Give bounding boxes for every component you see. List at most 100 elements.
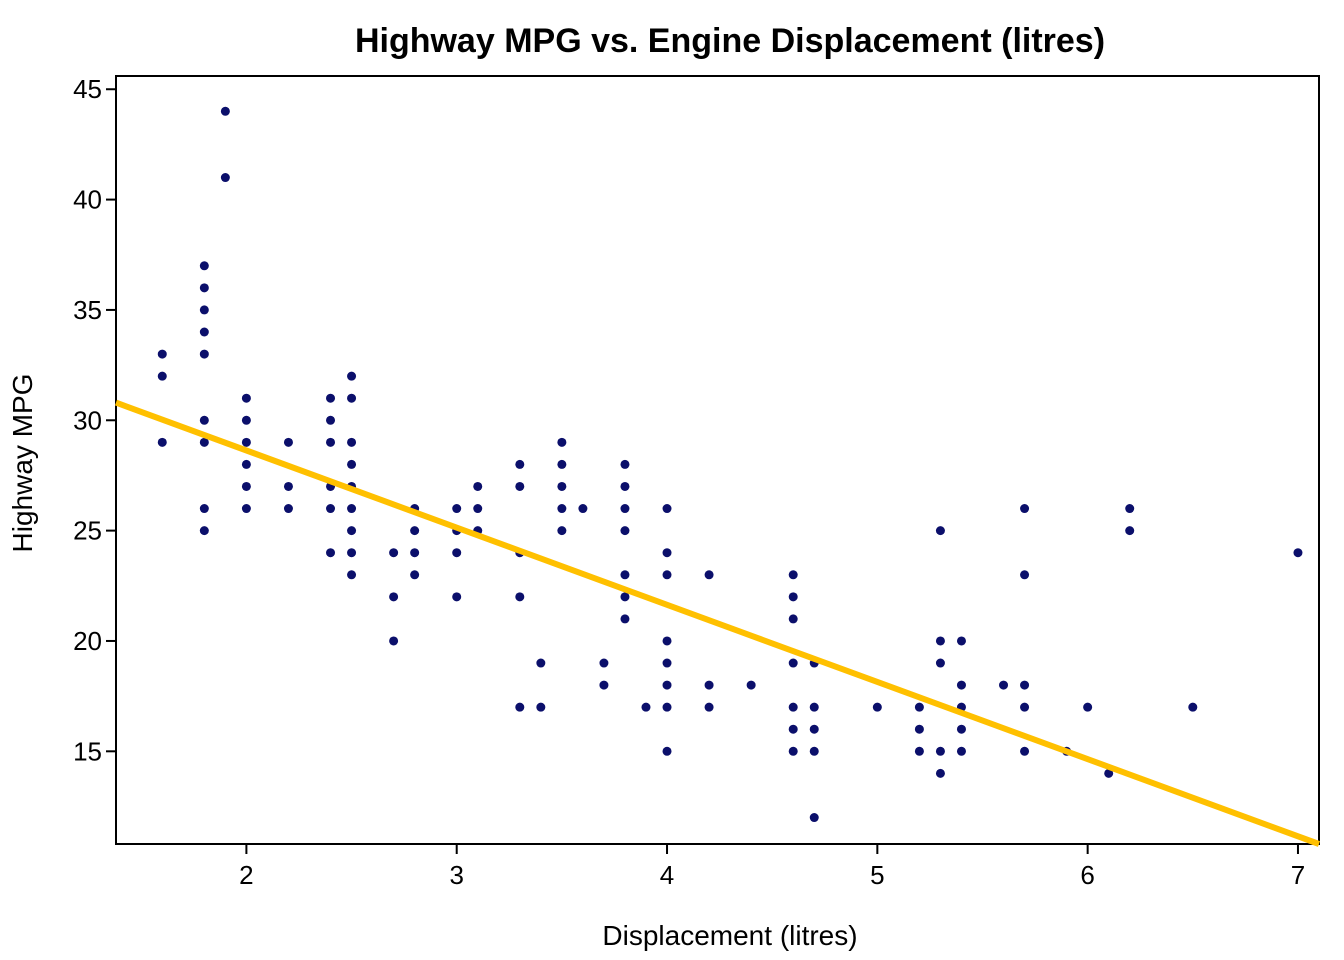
data-point	[452, 548, 462, 558]
data-point	[326, 548, 336, 558]
data-point	[935, 526, 945, 536]
data-point	[935, 658, 945, 668]
data-point	[220, 173, 230, 183]
trend-line-group	[114, 399, 1321, 847]
data-point	[347, 526, 357, 536]
chart-title: Highway MPG vs. Engine Displacement (lit…	[355, 22, 1105, 60]
y-tick-label: 45	[73, 74, 102, 104]
x-tick-label: 6	[1080, 860, 1094, 890]
data-point	[809, 702, 819, 712]
data-point	[241, 415, 251, 425]
x-tick-label: 4	[660, 860, 674, 890]
data-point	[704, 680, 714, 690]
data-point	[1293, 548, 1303, 558]
data-point	[704, 702, 714, 712]
data-point	[199, 526, 209, 536]
data-point	[557, 459, 567, 469]
data-point	[241, 504, 251, 514]
data-point	[788, 724, 798, 734]
data-point	[157, 371, 167, 381]
data-point	[599, 680, 609, 690]
data-point	[536, 658, 546, 668]
data-point	[599, 658, 609, 668]
data-point	[662, 570, 672, 580]
y-tick-label: 15	[73, 736, 102, 766]
y-axis-label: Highway MPG	[7, 374, 38, 553]
data-point	[557, 437, 567, 447]
data-point	[452, 592, 462, 602]
data-point	[1083, 702, 1093, 712]
data-point	[473, 481, 483, 491]
data-point	[157, 349, 167, 359]
data-point	[347, 570, 357, 580]
data-point	[326, 437, 336, 447]
data-point	[199, 504, 209, 514]
data-point	[788, 570, 798, 580]
data-point	[1125, 526, 1135, 536]
data-point	[241, 393, 251, 403]
data-point	[199, 437, 209, 447]
data-point	[956, 680, 966, 690]
data-point	[872, 702, 882, 712]
data-point	[935, 636, 945, 646]
plot-frame	[115, 75, 1320, 845]
data-point	[641, 702, 651, 712]
data-point	[620, 526, 630, 536]
x-axis-label: Displacement (litres)	[602, 920, 857, 951]
data-point	[410, 548, 420, 558]
data-point	[557, 481, 567, 491]
data-point	[410, 526, 420, 536]
data-point	[620, 481, 630, 491]
data-point	[956, 724, 966, 734]
data-point	[1188, 702, 1198, 712]
data-point	[347, 393, 357, 403]
data-point	[389, 548, 399, 558]
data-point	[1020, 570, 1030, 580]
data-point	[620, 504, 630, 514]
data-point	[1020, 680, 1030, 690]
data-point	[220, 106, 230, 116]
data-point	[347, 504, 357, 514]
data-point	[473, 504, 483, 514]
data-point	[557, 526, 567, 536]
data-point	[662, 636, 672, 646]
data-point	[347, 437, 357, 447]
data-point	[620, 592, 630, 602]
x-tick-label: 5	[870, 860, 884, 890]
data-point	[241, 481, 251, 491]
data-point	[788, 746, 798, 756]
data-point	[1020, 746, 1030, 756]
data-points	[157, 106, 1303, 823]
data-point	[788, 592, 798, 602]
data-point	[788, 658, 798, 668]
data-point	[999, 680, 1009, 690]
data-point	[515, 481, 525, 491]
data-point	[452, 504, 462, 514]
data-point	[704, 570, 714, 580]
data-point	[347, 548, 357, 558]
data-point	[199, 415, 209, 425]
data-point	[935, 746, 945, 756]
data-point	[199, 305, 209, 315]
data-point	[557, 504, 567, 514]
data-point	[1020, 702, 1030, 712]
data-point	[956, 746, 966, 756]
y-tick-label: 35	[73, 295, 102, 325]
trend-line	[114, 399, 1321, 847]
data-point	[515, 459, 525, 469]
data-point	[620, 614, 630, 624]
data-point	[809, 724, 819, 734]
y-tick-label: 25	[73, 516, 102, 546]
data-point	[809, 813, 819, 823]
data-point	[914, 724, 924, 734]
data-point	[620, 570, 630, 580]
data-point	[326, 393, 336, 403]
y-tick-label: 30	[73, 405, 102, 435]
data-point	[199, 349, 209, 359]
data-point	[662, 680, 672, 690]
data-point	[536, 702, 546, 712]
data-point	[662, 504, 672, 514]
x-tick-label: 3	[449, 860, 463, 890]
y-tick-label: 40	[73, 185, 102, 215]
